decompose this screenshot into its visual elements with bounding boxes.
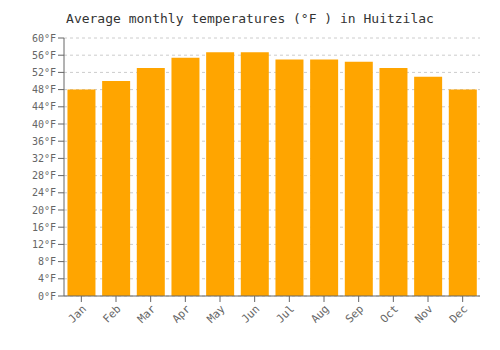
svg-text:Sep: Sep bbox=[343, 302, 366, 325]
svg-text:36°F: 36°F bbox=[32, 136, 56, 147]
svg-text:60°F: 60°F bbox=[32, 33, 56, 44]
svg-text:56°F: 56°F bbox=[32, 50, 56, 61]
svg-text:Mar: Mar bbox=[135, 302, 159, 326]
svg-text:Feb: Feb bbox=[100, 302, 123, 325]
html-text:Average monthly temperatures (: Average monthly temperatures (°F ) in Hu… bbox=[66, 11, 434, 26]
svg-text:Nov: Nov bbox=[412, 302, 436, 326]
svg-text:Jan: Jan bbox=[66, 302, 89, 325]
svg-text:16°F: 16°F bbox=[32, 222, 56, 233]
svg-text:Dec: Dec bbox=[447, 302, 470, 325]
svg-text:Oct: Oct bbox=[378, 302, 401, 325]
svg-text:12°F: 12°F bbox=[32, 239, 56, 250]
svg-text:0°F: 0°F bbox=[38, 291, 56, 302]
svg-text:4°F: 4°F bbox=[38, 273, 56, 284]
svg-text:Jul: Jul bbox=[274, 302, 297, 325]
svg-text:Apr: Apr bbox=[170, 302, 194, 326]
svg-text:40°F: 40°F bbox=[32, 119, 56, 130]
svg-text:May: May bbox=[204, 302, 228, 326]
svg-text:24°F: 24°F bbox=[32, 187, 56, 198]
svg-text:8°F: 8°F bbox=[38, 256, 56, 267]
svg-text:44°F: 44°F bbox=[32, 101, 56, 112]
svg-text:20°F: 20°F bbox=[32, 205, 56, 216]
svg-text:52°F: 52°F bbox=[32, 67, 56, 78]
svg-text:32°F: 32°F bbox=[32, 153, 56, 164]
svg-text:48°F: 48°F bbox=[32, 84, 56, 95]
svg-text:28°F: 28°F bbox=[32, 170, 56, 181]
svg-text:Aug: Aug bbox=[308, 302, 331, 325]
svg-text:Jun: Jun bbox=[239, 302, 262, 325]
